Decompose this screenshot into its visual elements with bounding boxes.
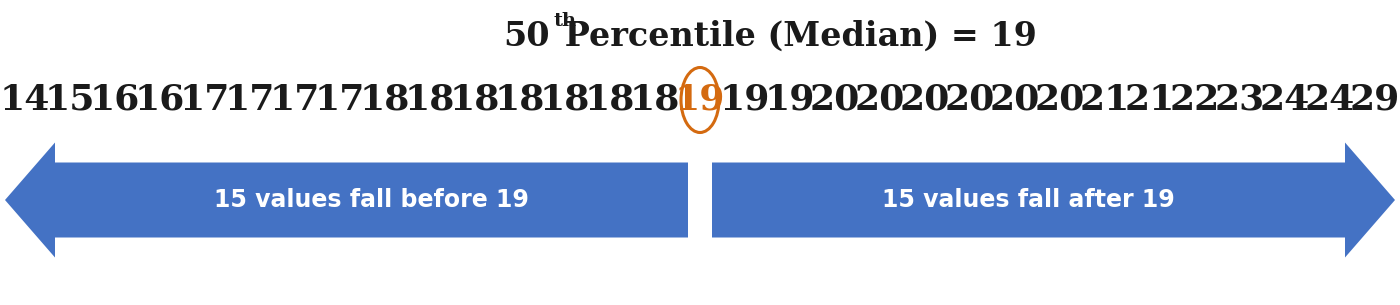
Text: 17: 17 <box>225 83 276 117</box>
Text: 21: 21 <box>1079 83 1130 117</box>
Text: 24: 24 <box>1305 83 1355 117</box>
Text: 18: 18 <box>540 83 591 117</box>
Text: 17: 17 <box>315 83 365 117</box>
Text: 20: 20 <box>900 83 951 117</box>
Text: 19: 19 <box>675 83 725 117</box>
Text: 20: 20 <box>855 83 906 117</box>
Text: 18: 18 <box>585 83 636 117</box>
Text: 16: 16 <box>90 83 140 117</box>
Text: 18: 18 <box>630 83 680 117</box>
Text: 23: 23 <box>1215 83 1266 117</box>
Text: 15 values fall before 19: 15 values fall before 19 <box>214 188 529 212</box>
Polygon shape <box>713 142 1394 257</box>
Text: 18: 18 <box>405 83 455 117</box>
Text: 18: 18 <box>494 83 545 117</box>
Text: 22: 22 <box>1170 83 1221 117</box>
Text: 19: 19 <box>764 83 815 117</box>
Text: 20: 20 <box>809 83 860 117</box>
Polygon shape <box>6 142 687 257</box>
Text: 15: 15 <box>45 83 95 117</box>
Text: 20: 20 <box>1035 83 1085 117</box>
Text: 20: 20 <box>945 83 995 117</box>
Text: 17: 17 <box>270 83 321 117</box>
Text: 21: 21 <box>1124 83 1175 117</box>
Text: 14: 14 <box>0 83 50 117</box>
Text: 15 values fall after 19: 15 values fall after 19 <box>882 188 1175 212</box>
Text: 24: 24 <box>1260 83 1310 117</box>
Text: 18: 18 <box>360 83 410 117</box>
Text: 17: 17 <box>179 83 230 117</box>
Text: 18: 18 <box>449 83 500 117</box>
Text: 19: 19 <box>720 83 770 117</box>
Text: 16: 16 <box>134 83 185 117</box>
Text: 20: 20 <box>990 83 1040 117</box>
Text: 29: 29 <box>1350 83 1400 117</box>
Text: Percentile (Median) = 19: Percentile (Median) = 19 <box>553 20 1037 53</box>
Text: 50: 50 <box>504 20 550 53</box>
Text: th: th <box>553 12 577 30</box>
